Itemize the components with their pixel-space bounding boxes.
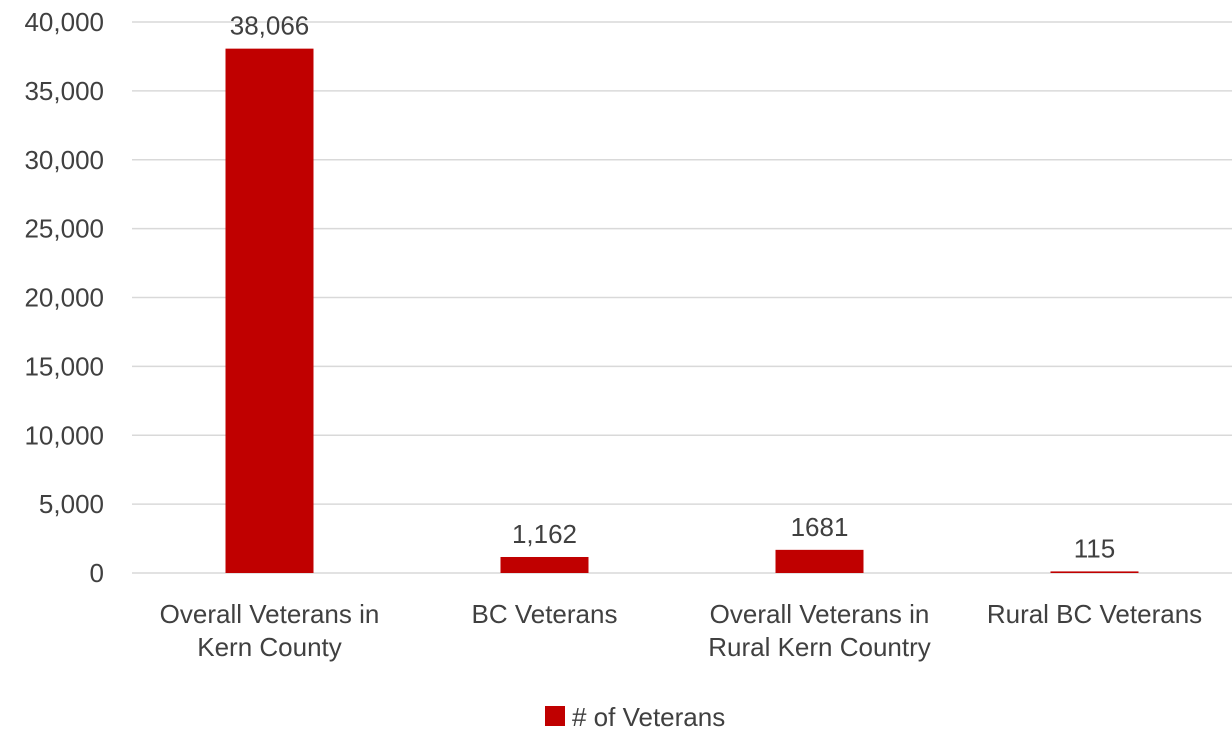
bars [225,48,1139,573]
category-label: Rural Kern Country [708,632,931,662]
data-label: 1,162 [512,519,577,549]
bar [775,549,864,573]
y-axis-tick-labels: 0 5,000 10,000 15,000 20,000 25,000 30,000 35,0… [24,7,104,588]
data-labels: 38,066 1,162 1681 115 [230,11,1115,564]
data-label: 38,066 [230,11,310,41]
y-tick-label: 25,000 [24,214,104,244]
category-label: Kern County [197,632,342,662]
y-tick-label: 35,000 [24,76,104,106]
y-tick-label: 40,000 [24,7,104,37]
category-label: Rural BC Veterans [987,599,1202,629]
bar [500,556,589,573]
bar [225,48,314,573]
y-tick-label: 15,000 [24,351,104,381]
gridlines [132,21,1232,574]
legend: # of Veterans [545,702,725,729]
y-tick-label: 0 [90,558,104,588]
data-label: 115 [1074,533,1115,563]
y-tick-label: 10,000 [24,420,104,450]
bar [1050,571,1139,573]
y-tick-label: 20,000 [24,283,104,313]
legend-label: # of Veterans [572,702,725,729]
y-tick-label: 30,000 [24,145,104,175]
category-label: Overall Veterans in [160,599,380,629]
category-label: BC Veterans [472,599,618,629]
legend-swatch [545,706,565,726]
data-label: 1681 [791,512,849,542]
category-label: Overall Veterans in [710,599,930,629]
y-tick-label: 5,000 [39,489,104,519]
